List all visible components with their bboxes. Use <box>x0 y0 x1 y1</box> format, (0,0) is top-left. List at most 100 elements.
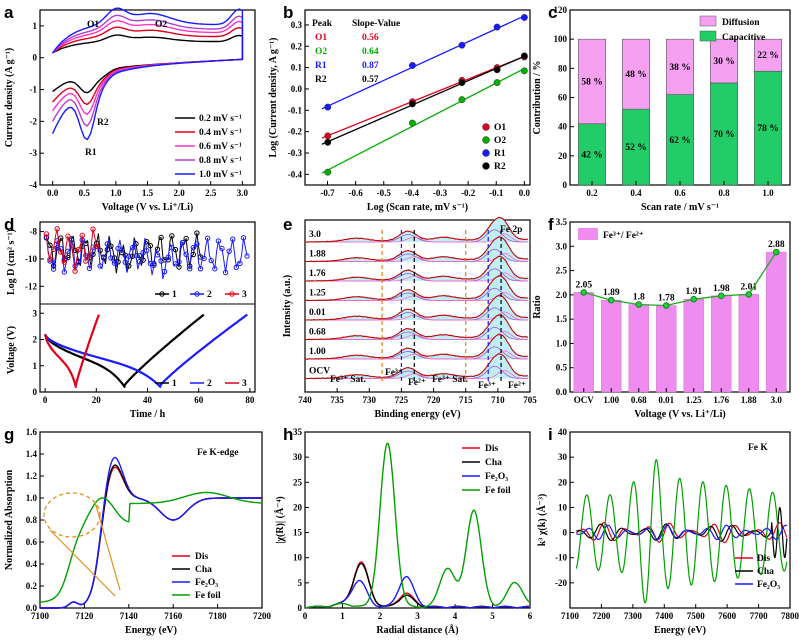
y-tick-label: -12 <box>25 281 37 291</box>
y-tick-label: 80 <box>558 63 568 73</box>
y-axis-label: Log (Current density, A g⁻¹) <box>268 37 279 157</box>
data-point <box>86 265 93 272</box>
panel-letter-d: d <box>4 215 14 234</box>
y-axis-label: k³ χ(k) (Å⁻³) <box>536 494 548 547</box>
legend-label: 2 <box>207 290 212 300</box>
legend-label: 0.8 mV s⁻¹ <box>199 156 242 166</box>
y-tick-label: 25 <box>293 477 303 487</box>
trace-label: 1.25 <box>309 289 326 299</box>
ratio-line <box>583 251 777 307</box>
panel-f: 0.0 0.5 1.0 1.5 2.0 2.5 3.0 3.5 Voltage (V vs. L… <box>532 217 791 420</box>
y-tick-label: 2 <box>33 335 38 345</box>
data-point <box>493 23 501 31</box>
legend-label: Dis <box>757 554 771 564</box>
legend-swatch <box>578 228 598 240</box>
data-point <box>187 265 193 272</box>
data-point <box>215 238 222 244</box>
x-tick-label: 1.88 <box>741 395 757 405</box>
y-tick-label: -0.4 <box>288 169 303 179</box>
x-tick-label: 740 <box>298 395 312 405</box>
y-tick-label: -4 <box>30 180 38 190</box>
panel-d: 0 20 40 60 80 -8 -10 -12 0 1 2 3 Time / h Log D (cm² … <box>6 221 256 420</box>
legend-label: Fe foil <box>195 591 221 601</box>
bar-value-label: 2.01 <box>740 282 757 292</box>
data-point <box>43 231 50 237</box>
annotation-label: O2 <box>155 20 167 30</box>
x-tick-label: 0.6 <box>674 188 686 198</box>
data-point <box>165 254 171 260</box>
peak-label: Fe²⁺ <box>508 381 526 391</box>
data-point <box>208 257 214 264</box>
y-tick-label: 0 <box>33 387 38 397</box>
bar-capacitive <box>754 70 782 186</box>
y-tick-label: -0.3 <box>288 148 303 158</box>
voltage-curve <box>44 313 205 388</box>
x-axis-label: Time / h <box>130 409 166 420</box>
x-tick-label: 2.0 <box>173 188 185 198</box>
data-point <box>133 253 139 259</box>
x-tick-label: 7700 <box>750 611 769 621</box>
y-tick-label: -2 <box>30 116 38 126</box>
data-point <box>662 302 670 309</box>
data-point <box>83 258 89 264</box>
y-tick-label: 0.5 <box>556 363 568 373</box>
y-tick-label: 0.2 <box>26 581 38 591</box>
bar-diffusion <box>578 38 606 125</box>
x-tick-label: 7180 <box>209 611 228 621</box>
data-point <box>194 241 200 247</box>
data-point <box>126 253 132 260</box>
x-tick-label: 2.5 <box>205 188 217 198</box>
data-point <box>690 295 698 303</box>
bar-label: 58 % <box>581 77 602 87</box>
data-point <box>179 239 186 246</box>
x-axis-label: Voltage (V vs. Li⁺/Li) <box>102 202 193 213</box>
bar-value-label: 1.98 <box>713 284 730 294</box>
table-peak: O2 <box>315 47 327 57</box>
x-tick-label: 7400 <box>655 611 674 621</box>
legend-label: O2 <box>494 136 506 146</box>
fit-trace <box>305 275 528 301</box>
x-tick-label: -0.3 <box>433 188 448 198</box>
fit-line <box>321 15 525 110</box>
x-tick-label: -0.7 <box>320 188 335 198</box>
y-tick-label: -0.1 <box>288 105 303 115</box>
y-tick-label: 1.2 <box>26 471 38 481</box>
x-tick-label: 0.0 <box>519 188 531 198</box>
y-tick-label: -1 <box>30 85 38 95</box>
bar <box>628 304 649 393</box>
table-slope: 0.56 <box>362 33 379 43</box>
x-tick-label: 705 <box>523 395 537 405</box>
data-point <box>151 262 157 269</box>
bar-value-label: 2.05 <box>575 280 592 290</box>
x-tick-label: 4 <box>453 611 458 621</box>
x-tick-label: 0.2 <box>586 188 598 198</box>
y-tick-label: -10 <box>555 553 567 563</box>
y-tick-label: -8 <box>30 227 38 237</box>
y-tick-label: 3.5 <box>556 217 568 227</box>
fit-line <box>321 55 525 145</box>
exafs-curve <box>575 459 788 604</box>
y-axis-label: Ratio <box>532 295 543 318</box>
component-fe2 <box>305 350 528 360</box>
data-point <box>169 233 175 239</box>
x-tick-label: 7500 <box>687 611 706 621</box>
y-axis-label: Current density (A g⁻¹) <box>4 48 15 147</box>
y-axis-label: |χ(R)| (Å⁻⁴) <box>274 496 286 544</box>
legend-label: Fe₂O₃ <box>485 472 508 482</box>
data-point <box>458 41 466 49</box>
bar-value-label: 1.8 <box>633 293 645 303</box>
plot-title-label: Fe K-edge <box>197 448 238 458</box>
x-tick-label: 5 <box>490 611 495 621</box>
data-point <box>136 258 143 265</box>
y-axis-label: Intensity (a.u.) <box>282 275 293 338</box>
zoom-circle <box>43 492 101 538</box>
x-tick-label: 3 <box>415 611 420 621</box>
y-tick-label: 1.4 <box>26 449 38 459</box>
zoom-connector <box>49 529 116 597</box>
annotation-label: R2 <box>97 118 109 128</box>
legend-marker <box>194 291 200 297</box>
x-tick-label: 7800 <box>781 611 799 621</box>
peak-label: Fe³⁺ Sat. <box>432 375 468 385</box>
data-point <box>72 268 78 274</box>
data-point <box>129 253 136 259</box>
